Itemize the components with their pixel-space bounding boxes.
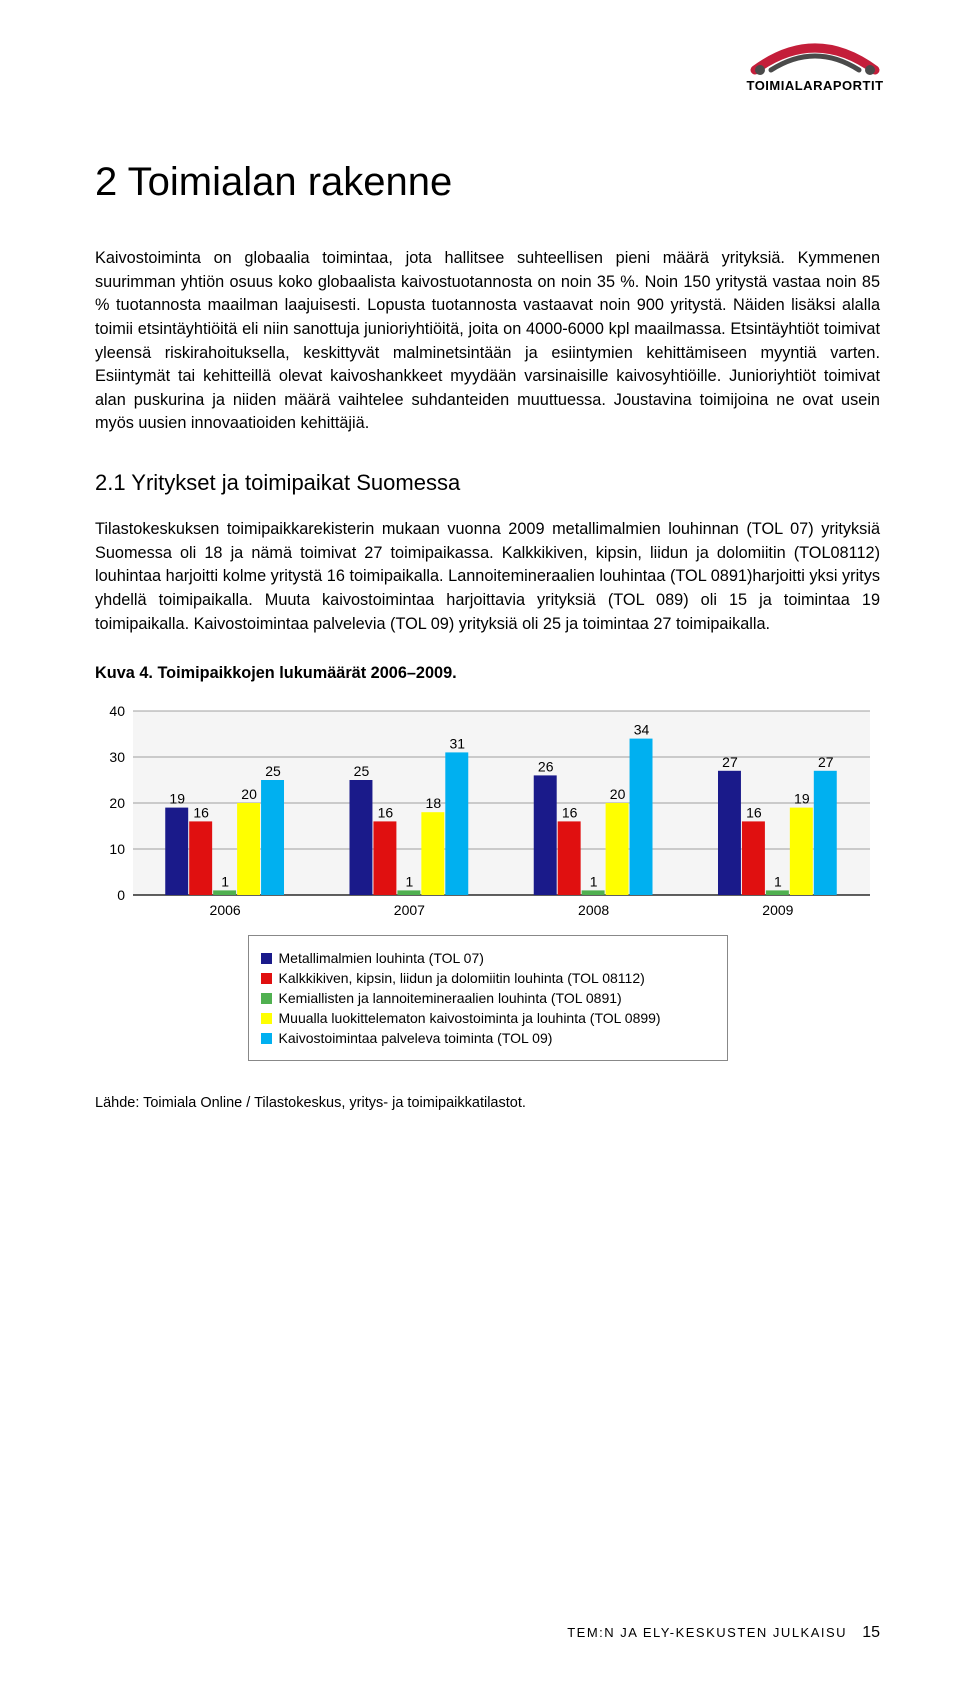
svg-text:31: 31 [449, 736, 465, 752]
legend-item: Kalkkikiven, kipsin, liidun ja dolomiiti… [261, 970, 715, 986]
paragraph-1: Kaivostoiminta on globaalia toimintaa, j… [95, 247, 880, 436]
footer-text: TEM:N JA ELY-KESKUSTEN JULKAISU [567, 1625, 847, 1640]
legend-swatch [261, 953, 272, 964]
svg-text:0: 0 [117, 887, 125, 903]
legend-label: Metallimalmien louhinta (TOL 07) [279, 950, 484, 966]
svg-text:40: 40 [109, 703, 125, 719]
logo-text: TOIMIALARAPORTIT [745, 78, 885, 93]
chart-source: Lähde: Toimiala Online / Tilastokeskus, … [95, 1095, 880, 1111]
svg-text:2008: 2008 [578, 902, 609, 918]
legend-swatch [261, 973, 272, 984]
legend-label: Kaivostoimintaa palveleva toiminta (TOL … [279, 1030, 553, 1046]
section-title: 2.1 Yritykset ja toimipaikat Suomessa [95, 470, 880, 496]
legend-item: Metallimalmien louhinta (TOL 07) [261, 950, 715, 966]
svg-text:18: 18 [426, 795, 442, 811]
svg-text:1: 1 [405, 874, 413, 890]
chart-legend: Metallimalmien louhinta (TOL 07) Kalkkiki… [248, 935, 728, 1061]
legend-item: Kemiallisten ja lannoitemineraalien louh… [261, 990, 715, 1006]
svg-text:10: 10 [109, 841, 125, 857]
svg-text:19: 19 [794, 791, 810, 807]
legend-label: Muualla luokittelematon kaivostoiminta j… [279, 1010, 661, 1026]
svg-text:16: 16 [378, 805, 394, 821]
page-footer: TEM:N JA ELY-KESKUSTEN JULKAISU 15 [567, 1624, 880, 1642]
legend-label: Kalkkikiven, kipsin, liidun ja dolomiiti… [279, 970, 645, 986]
legend-label: Kemiallisten ja lannoitemineraalien louh… [279, 990, 622, 1006]
svg-text:25: 25 [265, 763, 281, 779]
svg-text:20: 20 [109, 795, 125, 811]
paragraph-2: Tilastokeskuksen toimipaikkarekisterin m… [95, 518, 880, 636]
page-content: 2 Toimialan rakenne Kaivostoiminta on gl… [95, 160, 880, 1111]
svg-text:27: 27 [818, 754, 834, 770]
svg-text:1: 1 [590, 874, 598, 890]
svg-text:34: 34 [634, 722, 650, 738]
legend-swatch [261, 993, 272, 1004]
svg-text:20: 20 [241, 786, 257, 802]
page-number: 15 [862, 1624, 880, 1641]
svg-text:19: 19 [169, 791, 185, 807]
bar-chart: 0 10 20 30 40 19 16 1 20 25 2006 25 16 1 18 31 2007 26 16 1… [95, 701, 880, 921]
svg-text:2007: 2007 [394, 902, 425, 918]
svg-text:20: 20 [610, 786, 626, 802]
svg-text:27: 27 [722, 754, 738, 770]
svg-text:26: 26 [538, 759, 554, 775]
svg-text:1: 1 [221, 874, 229, 890]
svg-text:25: 25 [354, 763, 370, 779]
legend-swatch [261, 1033, 272, 1044]
chart-caption: Kuva 4. Toimipaikkojen lukumäärät 2006–2… [95, 664, 880, 683]
legend-swatch [261, 1013, 272, 1024]
legend-item: Muualla luokittelematon kaivostoiminta j… [261, 1010, 715, 1026]
logo-arc-icon [745, 40, 885, 76]
svg-text:30: 30 [109, 749, 125, 765]
svg-text:16: 16 [746, 805, 762, 821]
svg-text:2009: 2009 [762, 902, 793, 918]
page-title: 2 Toimialan rakenne [95, 160, 880, 205]
brand-logo: TOIMIALARAPORTIT [745, 40, 885, 93]
svg-text:2006: 2006 [210, 902, 241, 918]
svg-text:1: 1 [774, 874, 782, 890]
svg-text:16: 16 [562, 805, 578, 821]
chart-container: 0 10 20 30 40 19 16 1 20 25 2006 25 16 1 18 31 2007 26 16 1… [95, 701, 880, 1061]
svg-text:16: 16 [193, 805, 209, 821]
legend-item: Kaivostoimintaa palveleva toiminta (TOL … [261, 1030, 715, 1046]
